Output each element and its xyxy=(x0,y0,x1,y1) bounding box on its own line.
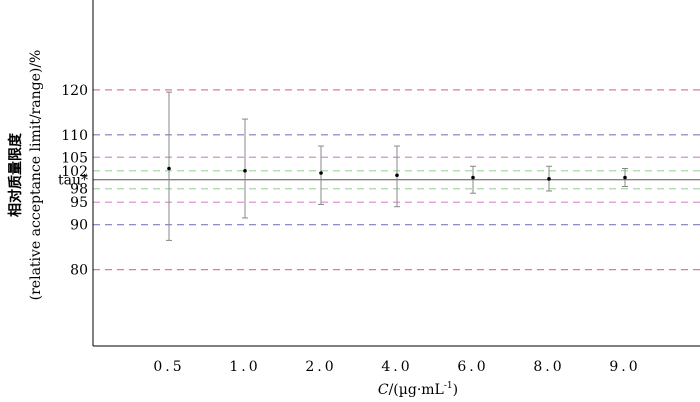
data-point xyxy=(167,166,171,171)
y-tick-label: 98 xyxy=(70,182,88,198)
data-point xyxy=(471,175,475,180)
x-tick-label: 4.0 xyxy=(381,359,412,375)
data-point xyxy=(319,171,323,175)
data-point xyxy=(395,173,399,178)
y-tick-label: tau* xyxy=(58,173,88,189)
x-tick-label: 6.0 xyxy=(457,359,488,375)
x-tick-label: 0.5 xyxy=(153,359,184,375)
y-tick-label: 95 xyxy=(70,195,88,211)
error-bars xyxy=(166,91,628,241)
y-axis-title-line2: (relative acceptance limit/range)/% xyxy=(28,50,44,301)
x-tick-label: 8.0 xyxy=(533,359,564,375)
x-tick-label: 9.0 xyxy=(609,359,640,375)
y-axis-title-line1: 相对质量限度 xyxy=(7,132,24,217)
y-tick-label: 105 xyxy=(61,150,88,166)
y-tick-label: 90 xyxy=(70,218,88,234)
y-tick-label: 110 xyxy=(61,128,88,144)
data-point xyxy=(547,177,551,181)
y-tick-label: 120 xyxy=(61,83,88,99)
x-tick-label: 2.0 xyxy=(305,359,336,375)
x-axis-title: C/(µg·mL-1) xyxy=(378,381,458,398)
x-tick-label: 1.0 xyxy=(229,359,260,375)
x-tick-labels: 0.5 1.0 2.0 4.0 6.0 8.0 9.0 xyxy=(153,359,640,375)
y-tick-label: 80 xyxy=(70,263,88,279)
data-point xyxy=(623,175,627,180)
data-point xyxy=(243,168,247,173)
y-tick-label: 102 xyxy=(61,164,88,180)
